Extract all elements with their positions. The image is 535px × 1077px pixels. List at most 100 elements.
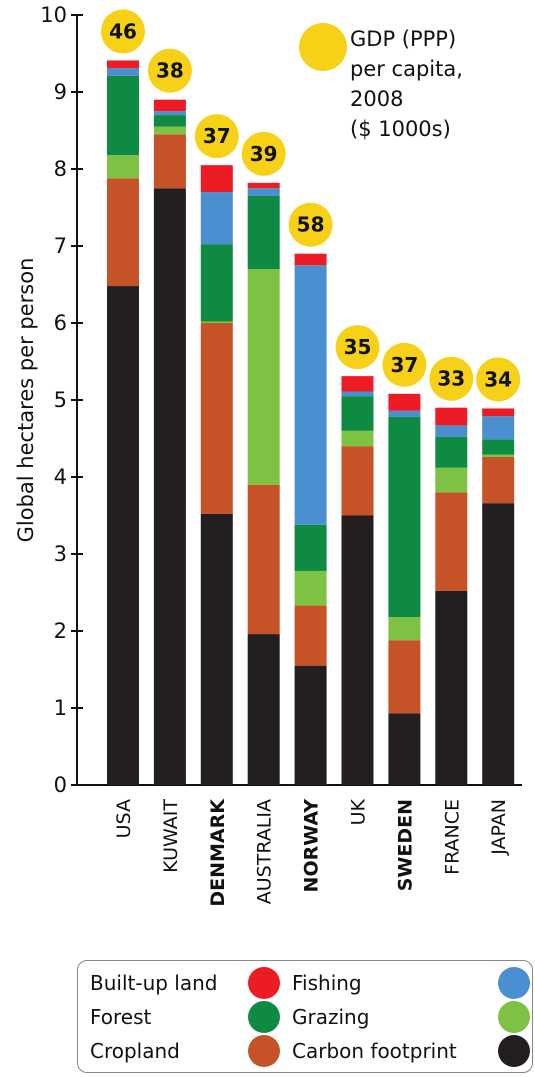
gdp-marker	[288, 202, 333, 247]
y-tick-label: 0	[54, 773, 67, 797]
bar-segment	[388, 393, 421, 411]
bar-segment	[435, 467, 468, 493]
legend-swatch-cropland	[248, 1035, 280, 1067]
bar-segment	[107, 75, 139, 156]
bar-segment	[200, 513, 233, 785]
bar-segment	[153, 111, 186, 116]
gdp-value: 33	[437, 367, 465, 391]
legend-swatch-grazing	[498, 1001, 530, 1033]
bar-segment	[341, 430, 374, 447]
bar-segment	[482, 416, 515, 440]
bar-segment	[294, 265, 327, 525]
bar-segment	[482, 408, 515, 417]
y-tick-label: 5	[54, 388, 67, 412]
gdp-value: 39	[250, 142, 278, 166]
gdp-marker	[241, 131, 286, 176]
legend-label-forest: Forest	[90, 1005, 152, 1029]
gdp-markers: 46 38 37 39 58 35 37 33 34	[101, 9, 521, 402]
bar-segment	[482, 503, 515, 785]
bar-segment	[341, 446, 374, 516]
bar-segment	[341, 515, 374, 785]
gdp-value: 58	[297, 213, 325, 237]
gdp-value: 35	[344, 335, 372, 359]
y-tick-label: 1	[54, 696, 67, 720]
category-label: JAPAN	[488, 799, 510, 856]
gdp-value: 34	[484, 367, 512, 391]
legend-label-cropland: Cropland	[90, 1039, 180, 1063]
category-label: FRANCE	[441, 799, 463, 875]
bar-segment	[294, 570, 327, 606]
gdp-marker	[101, 9, 145, 54]
gdp-marker	[335, 325, 380, 370]
category-label: DENMARK	[207, 798, 229, 907]
bar-segment	[294, 665, 327, 785]
gdp-marker	[382, 342, 427, 387]
bar-segment	[107, 155, 139, 179]
legend-label-fishing: Fishing	[292, 971, 362, 995]
legend-swatch-built-up-land	[248, 967, 280, 999]
bar-segment	[247, 188, 280, 196]
y-tick-label: 8	[54, 157, 67, 181]
bar-segment	[388, 713, 421, 785]
bar-segment	[107, 178, 139, 287]
gdp-value: 37	[390, 353, 418, 377]
gdp-legend-line-3: 2008	[350, 87, 403, 111]
gdp-value: 46	[109, 19, 137, 43]
legend-label-grazing: Grazing	[292, 1005, 370, 1029]
gdp-value: 38	[156, 59, 184, 83]
bar-segment	[294, 524, 327, 571]
category-label: USA	[113, 799, 135, 838]
legend: Built-up land Fishing Forest Grazing Cro…	[77, 960, 533, 1073]
bar-segment	[247, 195, 280, 270]
category-label: NORWAY	[301, 799, 323, 893]
bar-segment	[341, 376, 374, 392]
gdp-value: 37	[203, 124, 231, 148]
y-tick-label: 7	[54, 234, 67, 258]
category-label: UK	[348, 798, 370, 825]
gdp-legend: GDP (PPP) per capita, 2008 ($ 1000s)	[299, 23, 463, 141]
bar-segment	[388, 416, 421, 618]
bar-segment	[435, 492, 468, 591]
bar-segment	[482, 439, 515, 455]
category-label: SWEDEN	[394, 799, 416, 891]
bar-segment	[200, 323, 233, 514]
bar-segment	[153, 115, 186, 127]
bar-segment	[200, 165, 233, 193]
bar-segment	[107, 60, 139, 69]
legend-swatch-forest	[248, 1001, 280, 1033]
gdp-marker	[194, 114, 239, 159]
category-labels: USA KUWAIT DENMARK AUSTRALIA NORWAY UK SWEDEN F…	[113, 798, 510, 907]
bar-segment	[247, 269, 280, 485]
gdp-marker	[147, 48, 192, 93]
legend-swatch-fishing	[498, 967, 530, 999]
gdp-legend-swatch	[299, 23, 347, 71]
bar-segment	[153, 188, 186, 785]
bar-segment	[388, 410, 421, 417]
bar-segment	[247, 182, 280, 189]
bar-segment	[153, 99, 186, 112]
gdp-legend-line-4: ($ 1000s)	[350, 117, 451, 141]
bar-segment	[107, 68, 139, 76]
bar-segment	[200, 192, 233, 245]
y-tick-label: 6	[54, 311, 67, 335]
y-tick-label: 10	[40, 3, 67, 27]
bar-segment	[153, 126, 186, 135]
y-tick-label: 3	[54, 542, 67, 566]
gdp-legend-line-1: GDP (PPP)	[350, 27, 456, 51]
legend-swatch-carbon-footprint	[498, 1035, 530, 1067]
bar-segment	[482, 454, 515, 457]
y-axis-label: Global hectares per person	[14, 258, 38, 543]
bar-segment	[153, 134, 186, 189]
bar-segment	[107, 286, 139, 785]
bar-segment	[200, 244, 233, 322]
bar-segment	[435, 436, 468, 468]
bar-segment	[341, 391, 374, 397]
bar-segment	[200, 321, 233, 323]
gdp-legend-line-2: per capita,	[350, 57, 463, 81]
bar-segment	[294, 253, 327, 266]
bar-segment	[388, 617, 421, 641]
y-tick-label: 9	[54, 80, 67, 104]
bar-segment	[435, 407, 468, 426]
